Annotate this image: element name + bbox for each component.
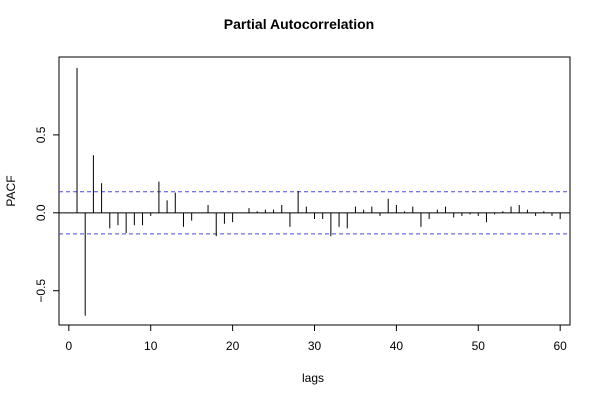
x-axis-label: lags	[302, 371, 324, 385]
x-tick-label-50: 50	[472, 339, 486, 353]
plot-frame	[58, 56, 571, 326]
x-tick-label-20: 20	[226, 339, 240, 353]
y-axis-label: PACF	[4, 175, 18, 206]
y-tick-label-0: −0.5	[34, 279, 48, 303]
x-tick-label-40: 40	[390, 339, 404, 353]
x-tick-label-30: 30	[308, 339, 322, 353]
x-tick-label-60: 60	[553, 339, 567, 353]
chart-title: Partial Autocorrelation	[224, 16, 374, 32]
pacf-bars	[76, 67, 561, 316]
x-tick-label-10: 10	[144, 339, 158, 353]
y-tick-label-1: 0.0	[34, 204, 48, 221]
x-tick-label-0: 0	[65, 339, 72, 353]
y-axis: −0.5 0.0 0.5	[34, 126, 59, 303]
x-axis: 0 10 20 30 40 50 60	[65, 325, 567, 353]
y-tick-label-2: 0.5	[34, 126, 48, 143]
confidence-bounds	[59, 191, 570, 235]
